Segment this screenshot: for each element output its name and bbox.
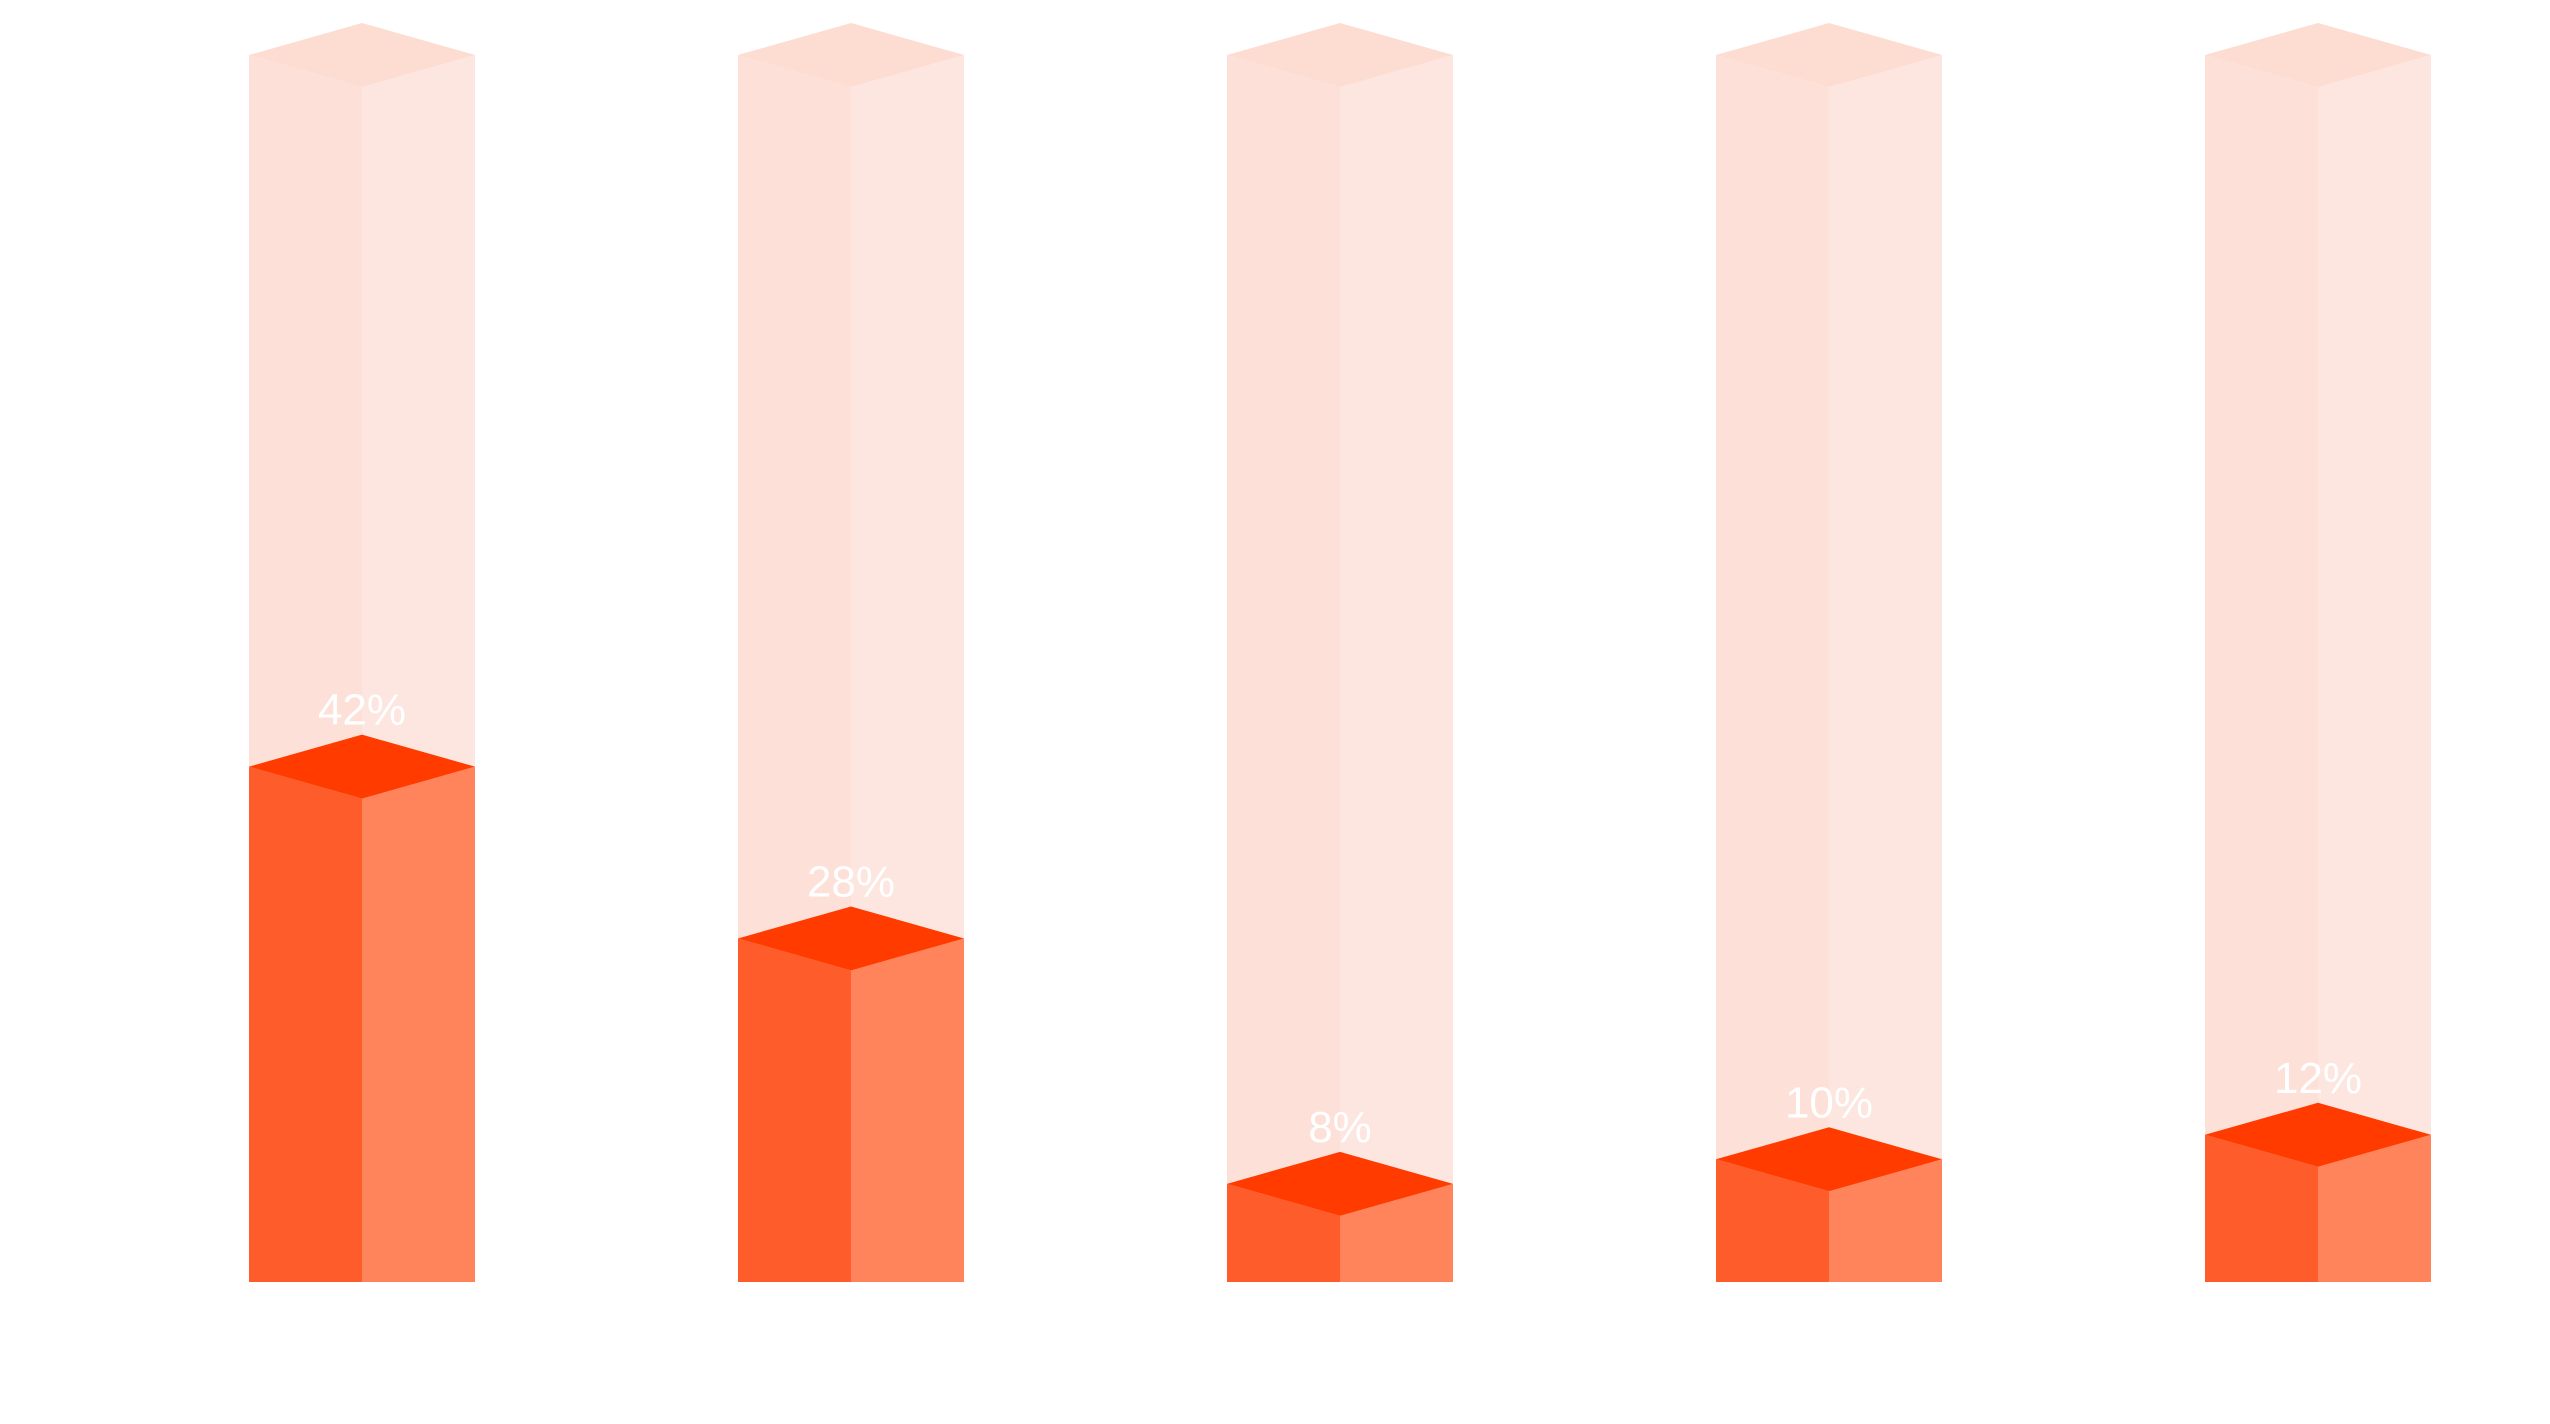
- bar-fill-top-0: [249, 734, 475, 799]
- bar-fill-front-3: [1716, 1159, 1829, 1282]
- bar-fill-front-2: [1227, 1183, 1340, 1282]
- bar-fill-front-1: [738, 938, 851, 1282]
- bar-fill-side-3: [1829, 1159, 1942, 1282]
- bar-fill-top-2: [1227, 1151, 1453, 1216]
- bar-value-label-0: 42%: [318, 686, 406, 735]
- bar-2: [1227, 1151, 1453, 1282]
- bar-track-front-3: [1716, 55, 1829, 1282]
- bar-fill-top-3: [1716, 1127, 1942, 1192]
- bar-track-front-4: [2205, 55, 2318, 1282]
- bar-4: [2205, 1102, 2431, 1282]
- bar-fill-front-0: [249, 766, 362, 1282]
- bar-value-label-1: 28%: [807, 857, 895, 906]
- bar-3: [1716, 1127, 1942, 1282]
- bar-track-top-0: [249, 23, 475, 87]
- bar-fill-side-0: [362, 766, 475, 1282]
- bar-value-label-4: 12%: [2274, 1054, 2362, 1103]
- bar-track-side-3: [1829, 55, 1942, 1282]
- bar-fill-front-4: [2205, 1134, 2318, 1282]
- bar-track-top-2: [1227, 23, 1453, 87]
- bar-track-top-1: [738, 23, 964, 87]
- bar-fill-side-1: [851, 938, 964, 1282]
- bar-track-top-3: [1716, 23, 1942, 87]
- bar-value-label-2: 8%: [1308, 1103, 1372, 1152]
- fill-layer: [249, 734, 2431, 1282]
- bar-track-top-4: [2205, 23, 2431, 87]
- bar-1: [738, 906, 964, 1282]
- bar-value-label-3: 10%: [1785, 1078, 1873, 1127]
- bar-fill-top-1: [738, 906, 964, 971]
- track-layer: [249, 23, 2431, 1282]
- bar-fill-top-4: [2205, 1102, 2431, 1167]
- bar-track-side-2: [1340, 55, 1453, 1282]
- label-layer: 42% 28% 8% 10% 12%: [318, 686, 2362, 1152]
- bar-track-front-2: [1227, 55, 1340, 1282]
- bar-fill-side-2: [1340, 1183, 1453, 1282]
- bar-0: [249, 734, 475, 1282]
- bar-fill-side-4: [2318, 1134, 2431, 1282]
- bar-track-side-4: [2318, 55, 2431, 1282]
